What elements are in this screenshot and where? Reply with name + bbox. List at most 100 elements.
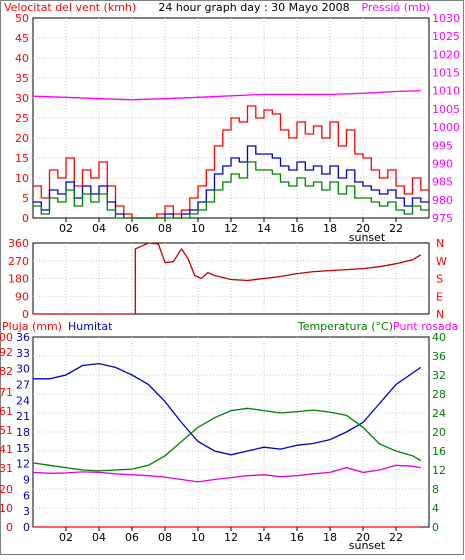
y-tick-label: 10 [15,172,29,185]
wind-series [32,90,429,219]
direction-series [33,242,422,315]
y-tick-label: 3 [23,505,30,518]
y-tick-label: 90 [15,290,29,303]
y-tick-label: N [436,308,444,321]
wind-series-line [33,161,429,219]
y-tick-label: 5 [22,192,29,205]
y-tick-label: N [436,237,444,250]
x-tick-label: 10 [191,222,205,235]
y-tick-label: 180 [8,273,29,286]
y-tick-label: 27 [16,379,30,392]
wind-sunset-marker: sunset [349,231,386,244]
y-tick-label: 40 [15,52,29,65]
x-tick-label: 04 [92,222,106,235]
x-tick-label: 16 [290,222,304,235]
x-tick-label: 18 [323,531,337,544]
climate-x-ticks: 02 04 06 08 10 12 14 16 18 20 22 [59,527,403,544]
y-tick-label: 61 [0,405,13,418]
y-tick-label: 1025 [432,30,460,43]
x-tick-label: 14 [257,222,271,235]
y-tick-label: 0 [6,521,13,534]
y-tick-label: 24 [432,407,446,420]
chart-title: 24 hour graph day : 30 Mayo 2008 [158,1,349,14]
temperature-ylabel: Temperatura (°C) [297,320,393,333]
x-tick-label: 04 [92,531,106,544]
x-tick-label: 10 [191,531,205,544]
y-tick-label: 35 [15,72,29,85]
x-tick-label: 06 [125,222,139,235]
y-tick-label: 12 [16,458,30,471]
y-tick-label: 0 [22,212,29,225]
climate-series-line [33,362,422,456]
rain-ylabel: Pluja (mm) [2,320,62,333]
y-tick-label: 985 [432,176,453,189]
y-tick-label: 0 [22,308,29,321]
y-tick-label: W [436,255,447,268]
x-tick-label: 08 [158,222,172,235]
x-tick-label: 14 [257,531,271,544]
y-tick-label: 28 [432,388,446,401]
y-tick-label: 36 [16,331,30,344]
wind-series-line [32,90,421,101]
climate-series-line [32,464,421,483]
direction-line [33,242,422,315]
y-tick-label: 18 [16,426,30,439]
pressure-y-ticks: 975 980 985 990 995 1000 1005 1010 1015 1020 1025 1… [432,12,460,225]
y-tick-label: 40 [432,331,446,344]
y-tick-label: 20 [432,426,446,439]
y-tick-label: 980 [432,194,453,207]
wind-y-ticks: 0 5 10 15 20 25 30 35 40 45 50 [15,12,29,225]
pressure-ylabel: Pressió (mb) [361,1,430,14]
climate-sunset-marker: sunset [349,539,386,552]
x-tick-label: 06 [125,531,139,544]
climate-grid [33,337,429,527]
y-tick-label: E [436,290,443,303]
x-tick-label: 12 [224,222,238,235]
y-tick-label: 33 [16,347,30,360]
y-tick-label: 4 [432,502,439,515]
y-tick-label: 25 [15,112,29,125]
y-tick-label: 92 [0,346,13,359]
y-tick-label: 1020 [432,48,460,61]
x-tick-label: 18 [323,222,337,235]
y-tick-label: 1005 [432,103,460,116]
climate-series [32,362,422,528]
y-tick-label: 1015 [432,67,460,80]
x-tick-label: 02 [59,531,73,544]
y-tick-label: 51 [0,424,13,437]
wind-panel: Velocitat del vent (kmh) 24 hour graph d… [4,1,460,244]
y-tick-label: 1010 [432,85,460,98]
wind-x-ticks: 02 04 06 08 10 12 14 16 18 20 22 [59,218,403,235]
x-tick-label: 22 [389,222,403,235]
y-tick-label: 36 [432,350,446,363]
y-tick-label: 32 [432,369,446,382]
y-tick-label: 12 [432,464,446,477]
y-tick-label: 990 [432,157,453,170]
y-tick-label: 10 [0,502,13,515]
wind-grid [33,18,429,218]
wind-ylabel: Velocitat del vent (kmh) [4,1,136,14]
y-tick-label: 30 [15,92,29,105]
temperature-y-ticks: 0 4 8 12 16 20 24 28 32 36 40 [432,331,446,534]
x-tick-label: 20 [356,531,370,544]
y-tick-label: 20 [0,483,13,496]
dewpoint-legend: Punt rosada [393,320,458,333]
direction-y-ticks: 0 90 180 270 360 [8,237,29,321]
y-tick-label: 50 [15,12,29,25]
y-tick-label: 1030 [432,12,460,25]
y-tick-label: 82 [0,365,13,378]
wind-series-line [33,105,429,219]
x-tick-label: 16 [290,531,304,544]
direction-grid [33,243,429,314]
y-tick-label: 41 [0,443,13,456]
y-tick-label: 30 [16,363,30,376]
x-tick-label: 22 [389,531,403,544]
y-tick-label: 21 [16,410,30,423]
x-tick-label: 12 [224,531,238,544]
y-tick-label: 45 [15,32,29,45]
y-tick-label: 6 [23,489,30,502]
x-tick-label: 20 [356,222,370,235]
y-tick-label: 9 [23,474,30,487]
